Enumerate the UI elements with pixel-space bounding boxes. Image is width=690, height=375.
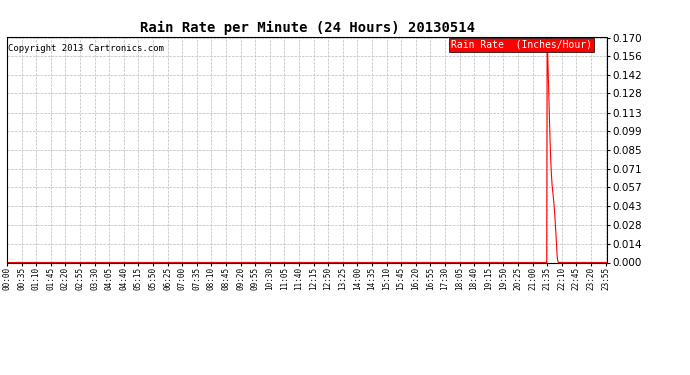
Text: Copyright 2013 Cartronics.com: Copyright 2013 Cartronics.com [8, 44, 164, 53]
Text: Rain Rate  (Inches/Hour): Rain Rate (Inches/Hour) [451, 40, 592, 50]
Title: Rain Rate per Minute (24 Hours) 20130514: Rain Rate per Minute (24 Hours) 20130514 [139, 21, 475, 35]
